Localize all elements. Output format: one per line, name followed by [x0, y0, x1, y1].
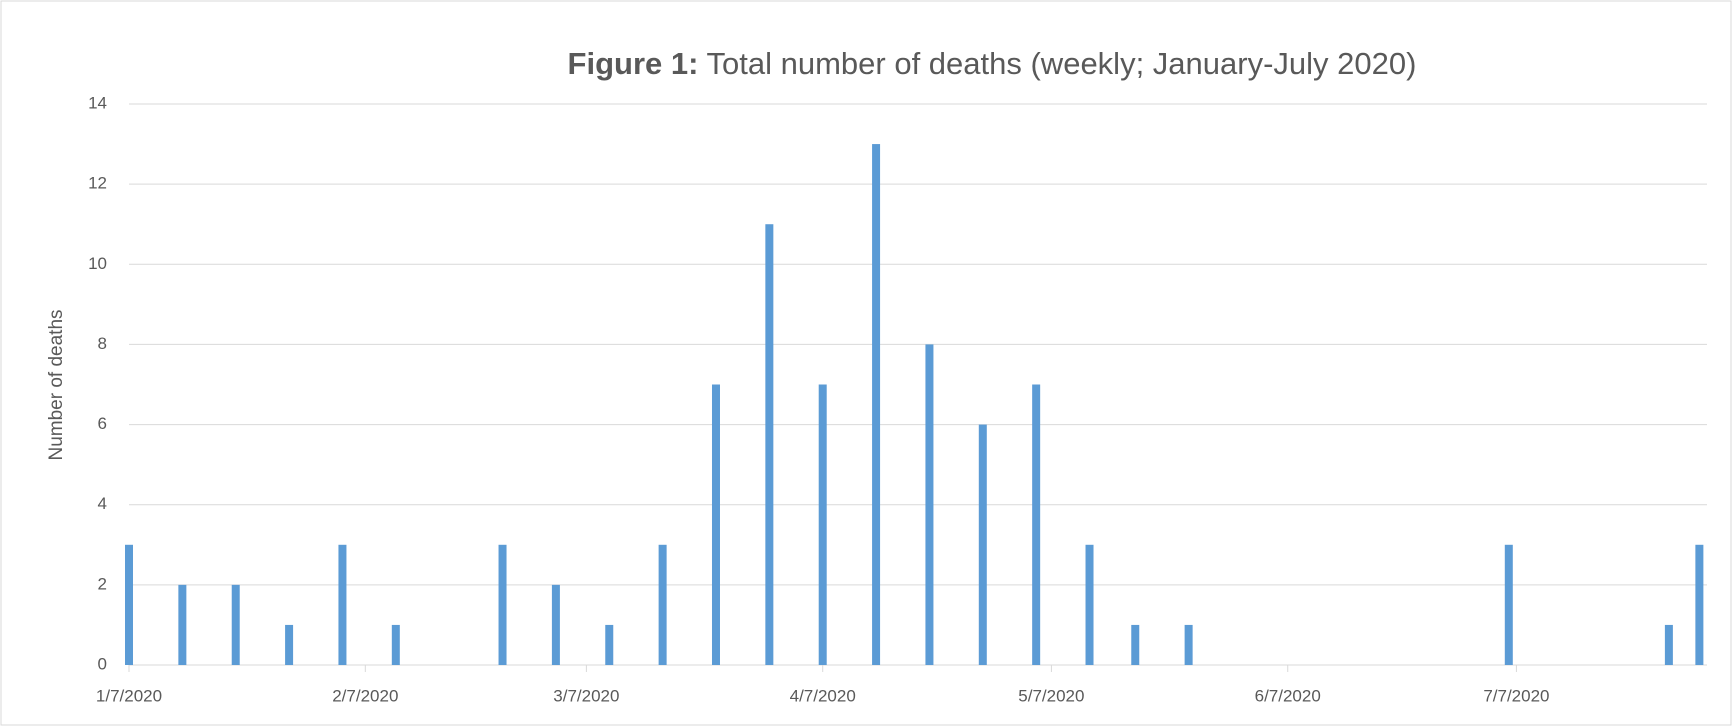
bar: [872, 144, 881, 666]
x-tick-label: 6/7/2020: [1255, 686, 1321, 705]
y-tick-label: 14: [88, 93, 107, 112]
y-tick-label: 10: [88, 254, 107, 273]
bar: [1085, 544, 1094, 665]
bar: [765, 224, 774, 665]
y-tick-label: 12: [88, 174, 107, 193]
bar: [498, 544, 507, 665]
bar: [178, 584, 187, 665]
bar: [925, 344, 934, 665]
y-tick-label: 8: [98, 334, 107, 353]
y-tick-label: 2: [98, 574, 107, 593]
x-tick-label: 5/7/2020: [1018, 686, 1084, 705]
bar: [978, 424, 987, 665]
bar: [551, 584, 560, 665]
x-tick-label: 1/7/2020: [96, 686, 162, 705]
x-tick-label: 7/7/2020: [1483, 686, 1549, 705]
bar: [285, 624, 294, 665]
bar: [391, 624, 400, 665]
chart-title: Figure 1: Total number of deaths (weekly…: [568, 46, 1417, 81]
bar: [338, 544, 347, 665]
title-text: Total number of deaths (weekly; January-…: [707, 46, 1417, 81]
x-tick-label: 3/7/2020: [553, 686, 619, 705]
bar: [1032, 384, 1041, 665]
bar: [658, 544, 667, 665]
bar: [818, 384, 827, 665]
bar: [231, 584, 240, 665]
bar: [1664, 624, 1673, 665]
y-tick-label: 0: [98, 654, 107, 673]
y-tick-label: 4: [98, 494, 107, 513]
bar: [605, 624, 614, 665]
y-tick-label: 6: [98, 414, 107, 433]
title-prefix: Figure 1:: [568, 46, 699, 81]
x-tick-label: 4/7/2020: [790, 686, 856, 705]
bar: [711, 384, 720, 665]
bar: [1504, 544, 1513, 665]
bar: [1695, 544, 1704, 665]
y-axis-label: Number of deaths: [46, 309, 67, 460]
bar: [1131, 624, 1140, 665]
bar: [125, 544, 133, 665]
bar: [1184, 624, 1193, 665]
x-tick-label: 2/7/2020: [332, 686, 398, 705]
